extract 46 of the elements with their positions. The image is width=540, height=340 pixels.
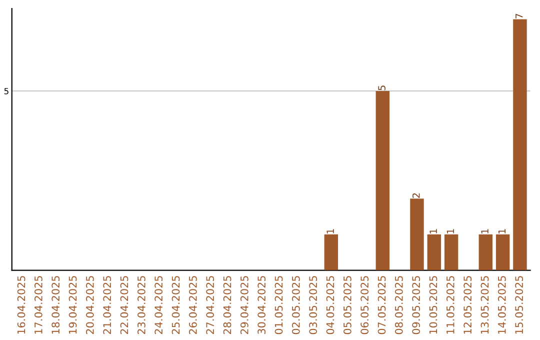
x-tick-label: 24.04.2025	[154, 276, 163, 334]
x-tick-label: 11.05.2025	[446, 276, 454, 334]
x-tick-label: 04.05.2025	[326, 276, 334, 334]
x-tick-label: 23.04.2025	[137, 276, 146, 334]
bar	[427, 234, 442, 270]
bar	[324, 234, 338, 270]
x-tick-label: 14.05.2025	[498, 276, 506, 334]
x-tick-label: 15.05.2025	[515, 276, 524, 334]
x-tick-label: 07.05.2025	[378, 276, 386, 334]
bar	[496, 234, 510, 270]
x-tick-label: 19.04.2025	[68, 276, 77, 334]
x-tick-label: 20.04.2025	[86, 276, 94, 334]
x-tick-label: 12.05.2025	[464, 276, 472, 334]
bar	[376, 90, 390, 270]
x-tick-label: 02.05.2025	[292, 276, 300, 334]
x-tick-label: 17.04.2025	[34, 276, 42, 334]
bar	[478, 234, 493, 270]
bar	[513, 19, 527, 270]
data-label: 1	[446, 229, 454, 234]
x-tick-label: 03.05.2025	[309, 276, 318, 334]
x-tick-label: 21.04.2025	[103, 276, 112, 334]
x-tick-label: 30.04.2025	[258, 276, 266, 334]
data-label: 2	[412, 193, 420, 198]
data-label: 7	[516, 14, 523, 18]
x-tick-label: 26.04.2025	[188, 276, 197, 334]
data-label: 1	[430, 229, 437, 234]
x-tick-label: 09.05.2025	[412, 276, 420, 334]
x-tick-label: 05.05.2025	[343, 276, 352, 334]
x-tick-label: 16.04.2025	[17, 276, 26, 334]
data-label: 5	[378, 86, 386, 90]
x-tick-label: 18.04.2025	[52, 276, 60, 334]
x-tick-label: 25.04.2025	[172, 276, 180, 334]
data-label: 1	[481, 229, 488, 234]
x-tick-label: 29.04.2025	[240, 276, 248, 334]
x-tick-label: 06.05.2025	[360, 276, 369, 334]
x-tick-label: 27.04.2025	[206, 276, 214, 334]
data-label: 1	[498, 229, 506, 234]
x-tick-label: 08.05.2025	[394, 276, 403, 334]
x-tick-label: 10.05.2025	[429, 276, 438, 334]
x-tick-label: 28.04.2025	[223, 276, 232, 334]
bar	[410, 198, 424, 270]
bar	[444, 234, 458, 270]
data-label: 1	[326, 229, 334, 234]
x-tick-label: 22.04.2025	[120, 276, 128, 334]
x-tick-label: 13.05.2025	[480, 276, 489, 334]
x-tick-label: 01.05.2025	[274, 276, 283, 334]
